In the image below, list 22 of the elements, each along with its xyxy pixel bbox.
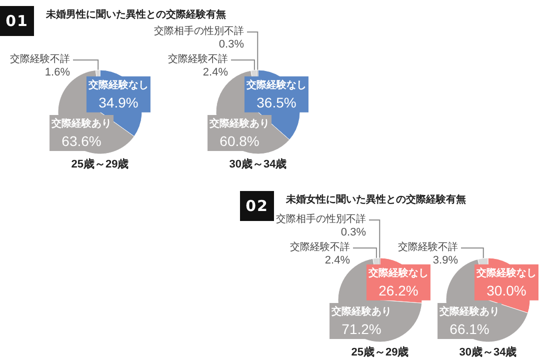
chart-title: 未婚女性に聞いた異性との交際経験有無 xyxy=(285,194,466,206)
slice-label: 交際経験不詳 xyxy=(398,241,458,253)
data-label: 63.6% xyxy=(62,133,102,149)
text: 30歳～34歳 xyxy=(459,346,517,358)
data-label: 1.6% xyxy=(44,66,70,78)
text: 01 xyxy=(0,6,34,36)
chart-title: 未婚男性に聞いた異性との交際経験有無 xyxy=(45,8,226,20)
slice-label: 交際相手の性別不詳 xyxy=(276,213,366,225)
data-label: 0.3% xyxy=(340,226,366,238)
slice-label: 交際経験あり xyxy=(208,118,270,130)
slice-label: 交際経験不詳 xyxy=(168,53,228,65)
data-label: 2.4% xyxy=(202,66,228,78)
data-label: 60.8% xyxy=(220,133,260,149)
slice-label: 交際経験あり xyxy=(50,118,112,130)
text: 25歳～29歳 xyxy=(71,158,129,170)
text: 30歳～34歳 xyxy=(229,158,287,170)
text: 02 xyxy=(240,191,274,221)
data-label: 0.3% xyxy=(218,38,244,50)
slice-label: 交際経験不詳 xyxy=(10,53,70,65)
slice-label: 交際相手の性別不詳 xyxy=(154,25,244,37)
text: 25歳～29歳 xyxy=(351,346,409,358)
slice-label: 交際経験不詳 xyxy=(290,241,350,253)
